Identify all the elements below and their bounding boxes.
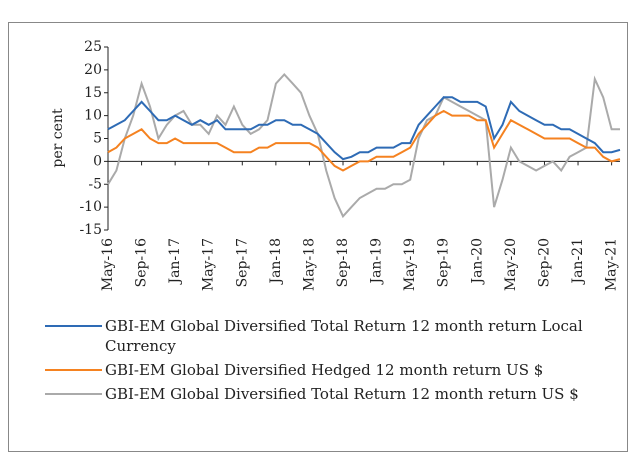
x-tick-label: Jan-20 — [469, 238, 485, 286]
series-line — [107, 96, 621, 161]
y-tick-label: 5 — [93, 131, 102, 147]
x-tick-label: Sep-20 — [536, 238, 552, 287]
y-tick-label: 15 — [84, 85, 102, 101]
x-tick-label: Sep-16 — [134, 238, 150, 287]
legend-item: GBI-EM Global Diversified Hedged 12 mont… — [45, 360, 615, 380]
x-tick-label: Jan-19 — [369, 238, 385, 286]
legend: GBI-EM Global Diversified Total Return 1… — [45, 316, 615, 408]
x-tick-label: May-16 — [100, 238, 116, 291]
x-tick-label: Jan-17 — [167, 238, 183, 286]
legend-label: GBI-EM Global Diversified Total Return 1… — [105, 385, 579, 403]
legend-item: GBI-EM Global Diversified Total Return 1… — [45, 316, 615, 356]
x-tick-label: May-18 — [301, 238, 317, 291]
y-tick-label: -15 — [79, 222, 102, 238]
x-tick-label: May-19 — [402, 238, 418, 291]
x-tick-label: Sep-17 — [234, 238, 250, 287]
y-tick-label: 10 — [84, 108, 102, 124]
legend-swatch — [45, 369, 102, 371]
y-tick-label: 20 — [84, 62, 102, 78]
x-tick-label: Sep-19 — [436, 238, 452, 287]
x-tick-label: Jan-18 — [268, 238, 284, 286]
legend-label: GBI-EM Global Diversified Total Return 1… — [105, 317, 583, 355]
chart-frame — [8, 22, 628, 452]
y-axis-label: per cent — [50, 108, 66, 168]
x-tick-label: May-20 — [503, 238, 519, 291]
x-tick-label: May-21 — [604, 238, 620, 291]
legend-item: GBI-EM Global Diversified Total Return 1… — [45, 384, 615, 404]
y-tick-label: -5 — [88, 176, 102, 192]
y-tick-label: 0 — [93, 153, 102, 169]
y-tick-label: 25 — [84, 39, 102, 55]
legend-label: GBI-EM Global Diversified Hedged 12 mont… — [105, 361, 544, 379]
series-line — [107, 109, 621, 172]
x-tick-label: Sep-18 — [335, 238, 351, 287]
x-tick-label: Jan-21 — [570, 238, 586, 286]
x-tick-label: May-17 — [201, 238, 217, 291]
series-line — [107, 73, 620, 219]
legend-swatch — [45, 325, 102, 327]
legend-swatch — [45, 393, 102, 395]
y-tick-label: -10 — [79, 199, 102, 215]
